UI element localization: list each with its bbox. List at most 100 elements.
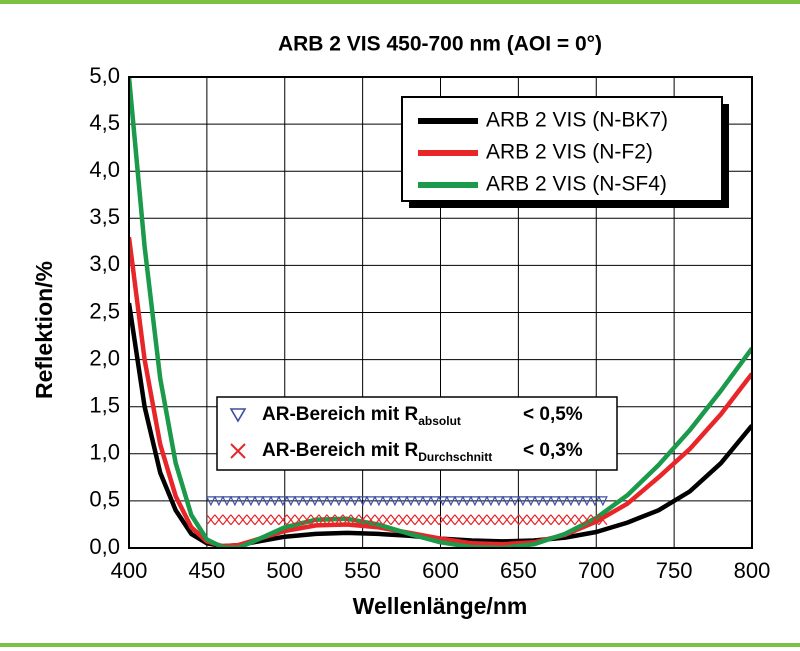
triangle-marker bbox=[509, 496, 520, 507]
ar-threshold: < 0,5% bbox=[523, 404, 583, 425]
triangle-marker bbox=[253, 496, 264, 507]
x-tick-label: 450 bbox=[189, 558, 226, 583]
x-tick-label: 600 bbox=[422, 558, 459, 583]
triangle-marker bbox=[405, 496, 416, 507]
triangle-marker bbox=[557, 496, 568, 507]
triangle-marker bbox=[573, 496, 584, 507]
cross-marker bbox=[278, 514, 288, 526]
cross-marker bbox=[230, 514, 240, 526]
triangle-marker bbox=[261, 496, 272, 507]
cross-marker bbox=[598, 514, 608, 526]
triangle-marker bbox=[565, 496, 576, 507]
series-line bbox=[129, 302, 752, 548]
cross-marker bbox=[542, 514, 552, 526]
cross-marker bbox=[462, 514, 472, 526]
cross-marker bbox=[262, 514, 272, 526]
y-tick-label: 1,5 bbox=[89, 393, 120, 418]
x-tick-label: 650 bbox=[500, 558, 537, 583]
triangle-marker bbox=[357, 496, 368, 507]
cross-marker bbox=[390, 514, 400, 526]
legend-marker bbox=[229, 408, 247, 423]
cross-marker bbox=[366, 514, 376, 526]
y-tick-label: 4,0 bbox=[89, 157, 120, 182]
triangle-marker bbox=[541, 496, 552, 507]
cross-marker bbox=[286, 514, 296, 526]
y-axis-label: Reflektion/% bbox=[31, 261, 57, 399]
triangle-marker bbox=[477, 496, 488, 507]
ar-legend-label: AR-Bereich mit Rabsolut bbox=[262, 404, 461, 428]
x-tick-label: 550 bbox=[344, 558, 381, 583]
triangle-marker bbox=[581, 496, 592, 507]
y-tick-label: 0,0 bbox=[89, 534, 120, 559]
cross-marker bbox=[310, 514, 320, 526]
cross-marker bbox=[494, 514, 504, 526]
cross-marker bbox=[206, 514, 216, 526]
triangle-marker bbox=[461, 496, 472, 507]
ar-label: AR-Bereich mit R bbox=[262, 404, 419, 425]
cross-marker bbox=[478, 514, 488, 526]
y-tick-label: 3,0 bbox=[89, 251, 120, 276]
cross-marker bbox=[486, 514, 496, 526]
cross-marker bbox=[502, 514, 512, 526]
triangle-marker bbox=[549, 496, 560, 507]
y-tick-label: 0,5 bbox=[89, 487, 120, 512]
triangle-marker bbox=[365, 496, 376, 507]
cross-marker bbox=[438, 514, 448, 526]
cross-marker bbox=[454, 514, 464, 526]
triangle-marker bbox=[317, 496, 328, 507]
triangle-marker bbox=[277, 496, 288, 507]
cross-marker bbox=[430, 514, 440, 526]
x-tick-label: 700 bbox=[578, 558, 615, 583]
cross-marker bbox=[294, 514, 304, 526]
triangle-marker bbox=[237, 496, 248, 507]
cross-marker bbox=[422, 514, 432, 526]
ar-subscript: absolut bbox=[418, 414, 461, 428]
cross-marker bbox=[510, 514, 520, 526]
cross-marker bbox=[318, 514, 328, 526]
triangle-marker bbox=[349, 496, 360, 507]
top-border bbox=[0, 0, 800, 4]
cross-marker bbox=[238, 514, 248, 526]
triangle-marker bbox=[245, 496, 256, 507]
series-line bbox=[129, 236, 752, 548]
triangle-marker bbox=[205, 496, 216, 507]
cross-marker bbox=[334, 514, 344, 526]
cross-marker bbox=[254, 514, 264, 526]
triangle-marker bbox=[421, 496, 432, 507]
triangle-marker bbox=[413, 496, 424, 507]
triangle-marker bbox=[397, 496, 408, 507]
triangle-marker bbox=[453, 496, 464, 507]
cross-marker bbox=[470, 514, 480, 526]
legend-marker bbox=[230, 443, 246, 459]
triangle-marker bbox=[533, 496, 544, 507]
cross-marker bbox=[374, 514, 384, 526]
cross-marker bbox=[534, 514, 544, 526]
plot-frame bbox=[128, 76, 753, 549]
cross-marker bbox=[590, 514, 600, 526]
ar-range-markers bbox=[206, 514, 608, 526]
triangle-marker bbox=[221, 496, 232, 507]
cross-marker bbox=[358, 514, 368, 526]
triangle-marker bbox=[213, 496, 224, 507]
triangle-marker bbox=[469, 496, 480, 507]
triangle-marker bbox=[301, 496, 312, 507]
cross-marker bbox=[446, 514, 456, 526]
triangle-marker bbox=[525, 496, 536, 507]
cross-marker bbox=[558, 514, 568, 526]
x-axis-label: Wellenlänge/nm bbox=[353, 593, 528, 619]
cross-marker bbox=[414, 514, 424, 526]
triangle-marker bbox=[309, 496, 320, 507]
cross-marker bbox=[582, 514, 592, 526]
cross-marker bbox=[246, 514, 256, 526]
y-tick-label: 2,0 bbox=[89, 345, 120, 370]
triangle-marker bbox=[389, 496, 400, 507]
cross-marker bbox=[550, 514, 560, 526]
cross-marker bbox=[518, 514, 528, 526]
legend-label: ARB 2 VIS (N-BK7) bbox=[486, 109, 668, 132]
triangle-marker bbox=[325, 496, 336, 507]
triangle-marker bbox=[285, 496, 296, 507]
cross-marker bbox=[270, 514, 280, 526]
legend: ARB 2 VIS (N-BK7) ARB 2 VIS (N-F2) ARB 2 V… bbox=[216, 96, 729, 471]
cross-marker bbox=[342, 514, 352, 526]
cross-marker bbox=[398, 514, 408, 526]
